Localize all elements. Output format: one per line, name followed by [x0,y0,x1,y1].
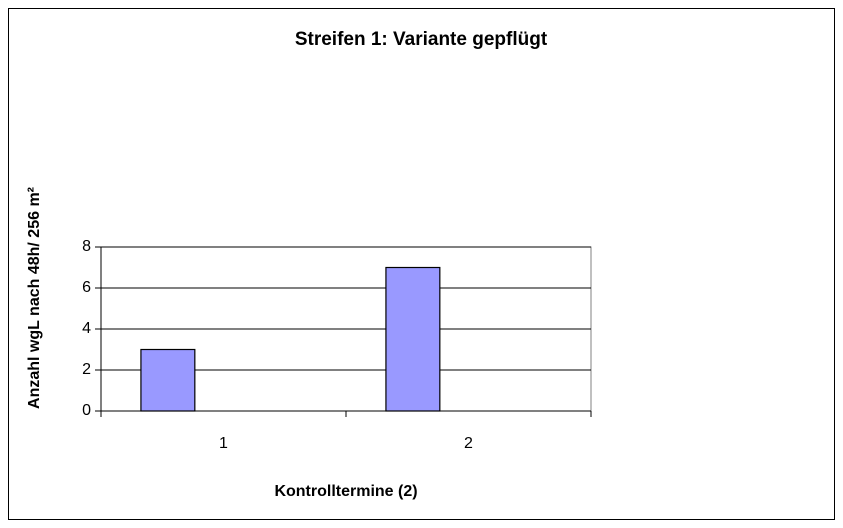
x-tick-label: 2 [464,435,473,452]
bar [385,266,441,412]
y-tick-label: 6 [82,279,91,296]
y-tick-label: 2 [82,361,91,378]
y-tick-label: 4 [82,320,91,337]
y-tick-label: 8 [82,238,91,255]
y-tick-label: 0 [82,402,91,419]
chart-title: Streifen 1: Variante gepflügt [295,29,548,50]
x-tick-label: 1 [219,435,228,452]
bar [140,348,196,412]
y-axis-label: Anzahl wgL nach 48h/ 256 m² [26,187,43,409]
x-axis-label: Kontrolltermine (2) [274,483,417,500]
